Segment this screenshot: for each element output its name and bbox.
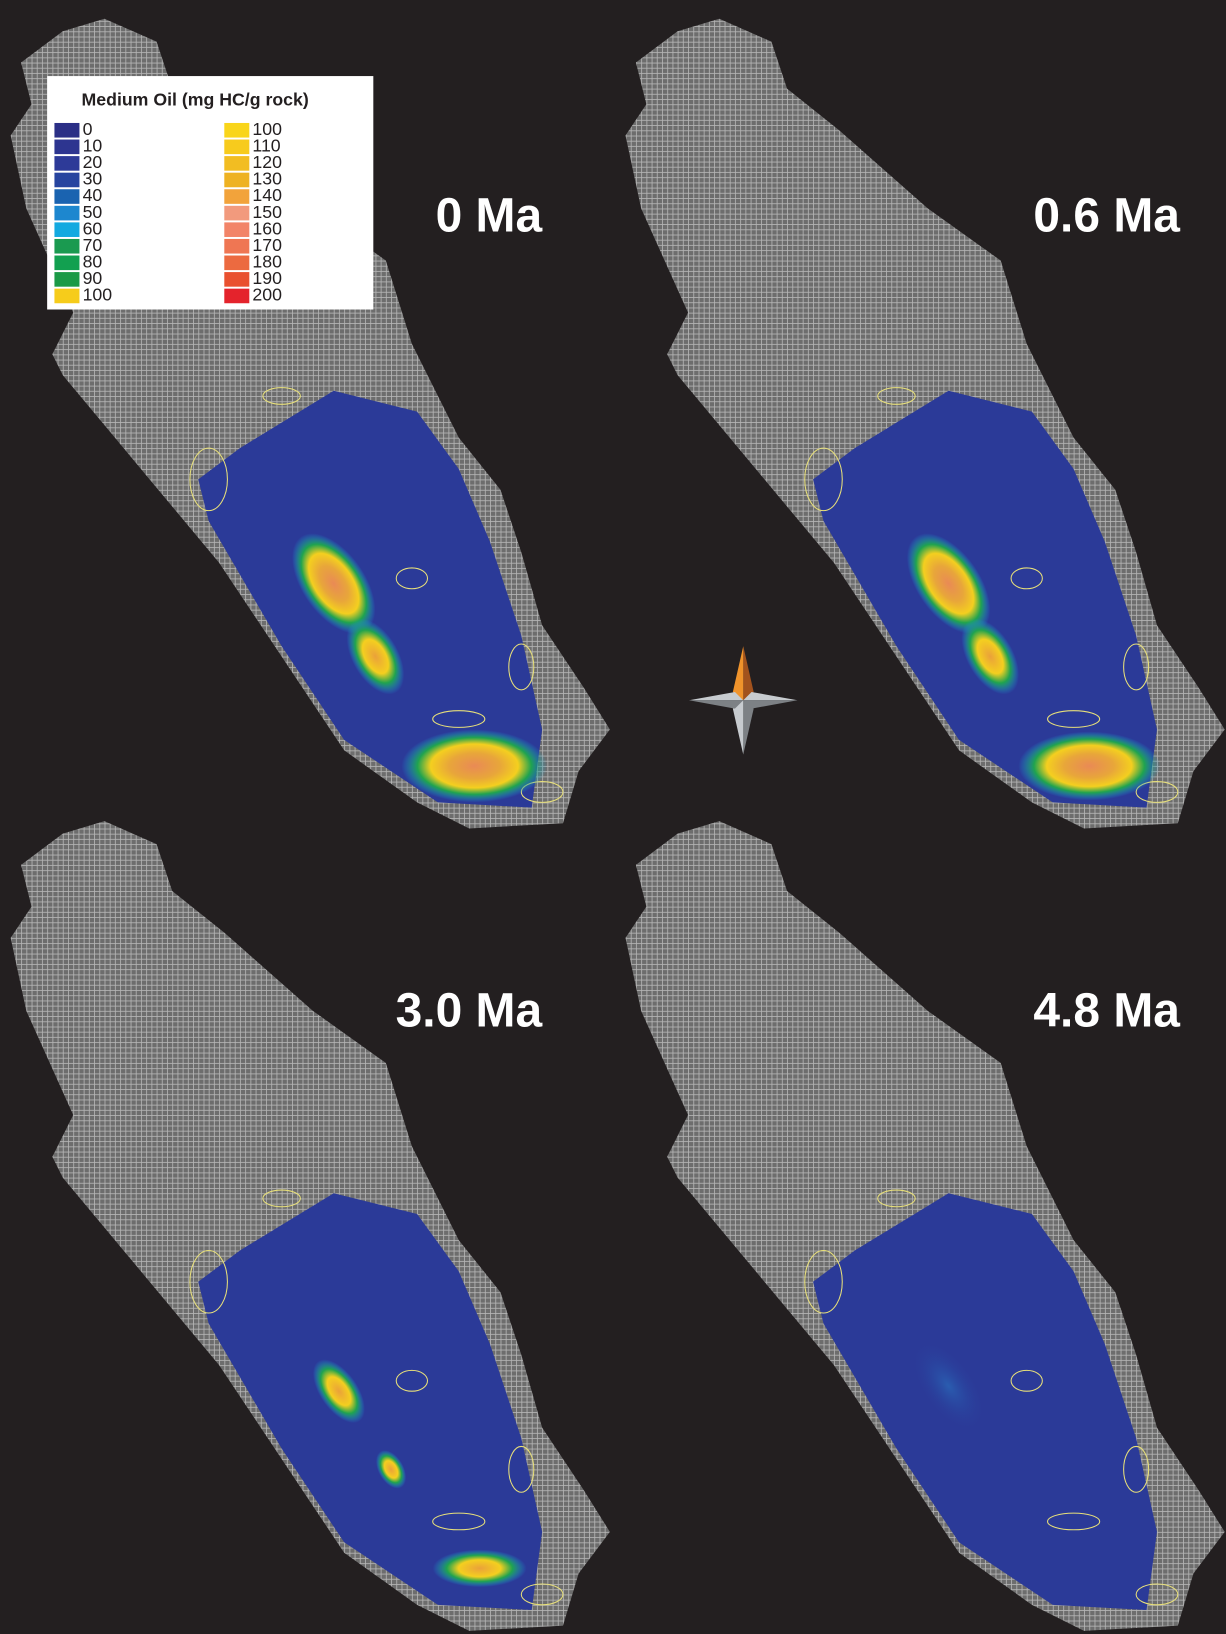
panel-label: 4.8 Ma — [1033, 984, 1180, 1037]
legend-swatch — [224, 156, 249, 171]
legend-swatch — [54, 123, 79, 138]
legend-swatch — [224, 140, 249, 155]
legend-swatch — [224, 173, 249, 188]
legend-swatch — [54, 222, 79, 237]
legend-swatch — [224, 256, 249, 271]
legend-swatch — [224, 289, 249, 304]
legend-swatch — [54, 272, 79, 287]
panel: 3.0 Ma — [11, 821, 610, 1631]
compass — [689, 646, 797, 754]
legend-swatch — [54, 289, 79, 304]
legend-swatch — [54, 239, 79, 254]
legend-swatch — [224, 239, 249, 254]
legend-swatch — [224, 123, 249, 138]
legend-swatch — [54, 189, 79, 204]
legend-swatch — [54, 140, 79, 155]
panel: 4.8 Ma — [626, 821, 1225, 1631]
legend-swatch — [54, 256, 79, 271]
legend-swatch — [54, 173, 79, 188]
legend-label: 200 — [252, 285, 282, 305]
legend: Medium Oil (mg HC/g rock) 01020304050607… — [47, 76, 373, 309]
figure: 0 Ma 0.6 Ma 3.0 Ma 4.8 Ma Medium Oil (mg… — [0, 0, 1226, 1634]
panel-label: 0.6 Ma — [1033, 189, 1180, 242]
legend-swatch — [54, 156, 79, 171]
legend-swatch — [54, 206, 79, 221]
panel-label: 0 Ma — [436, 189, 543, 242]
panel: 0.6 Ma — [626, 19, 1225, 829]
legend-swatch — [224, 189, 249, 204]
legend-label: 100 — [83, 285, 113, 305]
legend-swatch — [224, 222, 249, 237]
legend-swatch — [224, 272, 249, 287]
panel-label: 3.0 Ma — [396, 984, 543, 1037]
legend-swatch — [224, 206, 249, 221]
page: 0 Ma 0.6 Ma 3.0 Ma 4.8 Ma Medium Oil (mg… — [0, 0, 1226, 1634]
legend-title: Medium Oil (mg HC/g rock) — [82, 89, 309, 109]
